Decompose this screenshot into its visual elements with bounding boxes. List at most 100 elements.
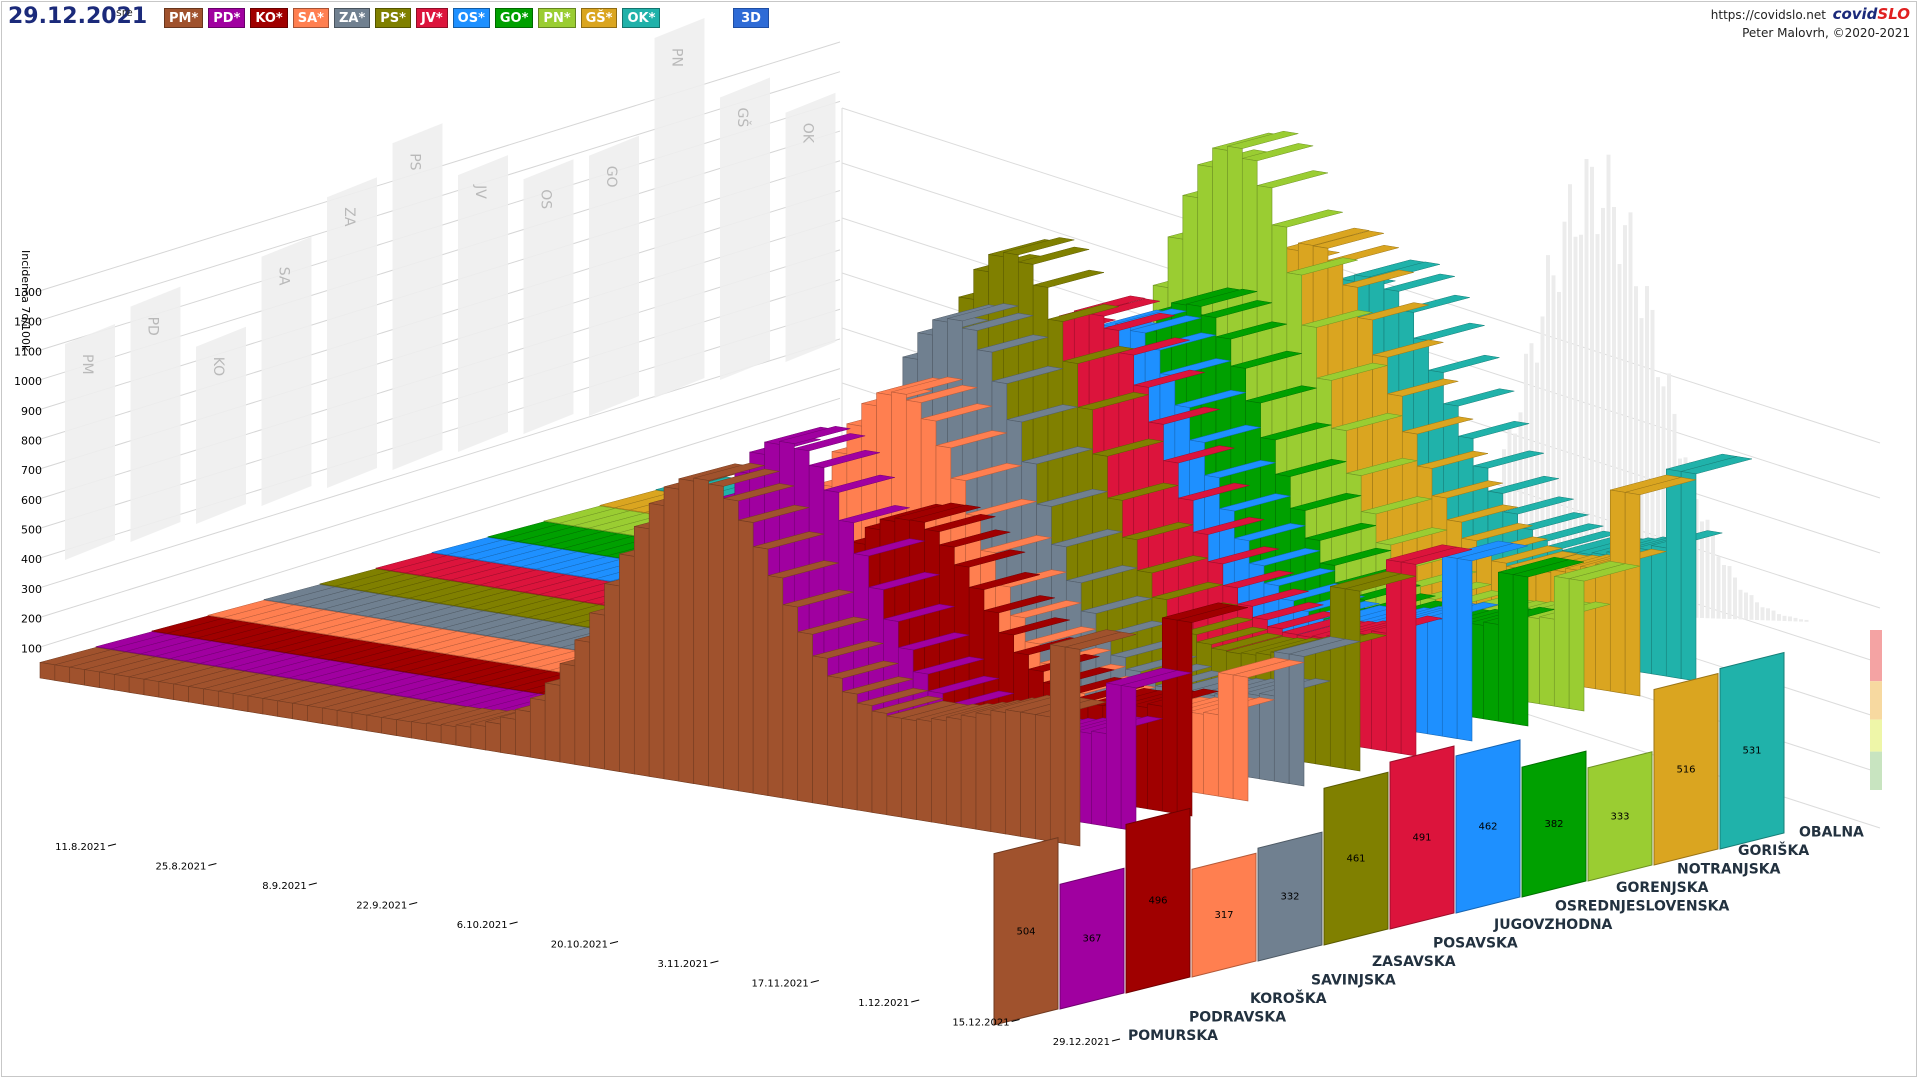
side-histogram-bar xyxy=(1634,286,1638,616)
y-tick-label-300: 300 xyxy=(21,583,42,596)
region-label-JV: JUGOVZHODNA xyxy=(1493,917,1613,933)
date-tick-label-1: 25.8.2021 xyxy=(155,862,206,873)
bar-front-SA xyxy=(1232,674,1249,802)
date-tick-mark xyxy=(609,941,619,944)
bar-front-ZA xyxy=(1259,693,1275,782)
bar-front-PM xyxy=(1005,709,1021,837)
bar-front-PM xyxy=(737,519,754,794)
y-axis-title: Incidenca 7d/100k xyxy=(19,250,32,352)
back-wall-label-PD: PD xyxy=(145,317,161,336)
legend-jv-button[interactable]: JV* xyxy=(415,8,448,28)
back-wall-bar-OS xyxy=(523,159,574,434)
bar-front-PM xyxy=(574,639,591,768)
bar-front-PM xyxy=(188,686,204,705)
bar-top-PN xyxy=(1271,209,1343,228)
bar-front-PM xyxy=(1049,644,1066,844)
bar-front-GŠ xyxy=(1609,489,1626,694)
bar-front-PD xyxy=(1105,682,1122,829)
legend-go-button[interactable]: GO* xyxy=(494,8,534,28)
back-wall-label-SA: SA xyxy=(276,267,292,286)
latest-value-KO: 496 xyxy=(1148,896,1167,907)
bar-front-PM xyxy=(262,698,279,717)
side-histogram-bar xyxy=(1738,589,1743,620)
legend-za-button[interactable]: ZA* xyxy=(333,8,371,28)
legend-ok-button[interactable]: OK* xyxy=(622,8,661,28)
reference-band xyxy=(1870,719,1882,752)
bar-front-SA xyxy=(1217,672,1234,799)
bar-front-PM xyxy=(871,710,888,816)
side-histogram-bar xyxy=(1628,212,1633,616)
reference-band xyxy=(1870,751,1882,790)
bar-front-JV xyxy=(1371,630,1387,752)
latest-bar-ZA xyxy=(1257,831,1323,962)
legend-os-button[interactable]: OS* xyxy=(452,8,490,28)
bar-front-PM xyxy=(54,664,71,684)
legend-pd-button[interactable]: PD* xyxy=(208,8,246,28)
side-histogram-bar xyxy=(1777,614,1781,621)
legend-pn-button[interactable]: PN* xyxy=(538,8,576,28)
back-wall-bar-OK xyxy=(785,92,836,363)
toggle-3d-button[interactable]: 3D xyxy=(733,8,769,28)
bar-front-PD xyxy=(1091,730,1107,827)
legend-pm-button[interactable]: PM* xyxy=(164,8,204,28)
bar-front-OS xyxy=(1456,558,1473,742)
date-tick-mark xyxy=(1011,1019,1020,1022)
bar-front-PM xyxy=(544,682,561,763)
side-histogram-bar xyxy=(1705,519,1710,619)
date-tick-label-10: 29.12.2021 xyxy=(1053,1037,1110,1048)
logo-slo: SLO xyxy=(1877,5,1910,23)
date-tick-label-3: 22.9.2021 xyxy=(356,901,407,912)
back-wall-bar-PM xyxy=(65,324,115,560)
logo-covid: covid xyxy=(1832,5,1878,23)
latest-value-PD: 367 xyxy=(1082,934,1101,945)
bar-front-OS xyxy=(1441,555,1458,739)
bar-front-PM xyxy=(633,526,650,777)
legend-gs-button[interactable]: GŠ* xyxy=(580,8,618,28)
bar-front-PM xyxy=(307,705,323,724)
side-histogram-bar xyxy=(1612,207,1616,615)
bar-front-PM xyxy=(708,483,724,789)
bar-front-PM xyxy=(782,604,799,801)
region-label-KO: KOROŠKA xyxy=(1250,989,1327,1007)
date-tick-mark xyxy=(409,902,418,905)
y-tick-label-800: 800 xyxy=(21,434,42,447)
y-tick-label-1000: 1000 xyxy=(14,375,42,388)
side-histogram-bar xyxy=(1760,607,1765,621)
bar-front-PM xyxy=(960,714,977,830)
side-histogram-bar xyxy=(1771,610,1776,621)
site-url[interactable]: https://covidslo.net xyxy=(1710,8,1826,22)
bar-top-OK xyxy=(1428,354,1500,373)
bar-front-SA xyxy=(1203,712,1219,797)
back-wall-bar-ZA xyxy=(327,177,377,488)
bar-front-PS xyxy=(1344,588,1361,772)
date-tick-mark xyxy=(308,882,317,886)
side-histogram-bar xyxy=(1744,592,1748,620)
bar-front-PM xyxy=(84,669,100,688)
bar-front-PS xyxy=(1315,647,1331,767)
y-tick-label-1200: 1200 xyxy=(14,316,42,329)
side-histogram-bar xyxy=(1656,377,1660,617)
y-tick-label-200: 200 xyxy=(21,613,42,626)
legend-ps-button[interactable]: PS* xyxy=(375,8,411,28)
bar-front-PM xyxy=(113,674,130,693)
latest-value-GO: 382 xyxy=(1544,819,1563,830)
bar-front-PM xyxy=(232,693,249,712)
legend-sa-button[interactable]: SA* xyxy=(292,8,329,28)
legend-ko-button[interactable]: KO* xyxy=(250,8,288,28)
side-histogram-bar xyxy=(1551,275,1556,613)
region-label-GŠ: GORIŠKA xyxy=(1738,841,1809,859)
bar-front-GO xyxy=(1512,574,1529,727)
bar-front-PM xyxy=(336,710,353,729)
side-histogram-bar xyxy=(1639,318,1644,616)
region-label-PM: POMURSKA xyxy=(1128,1028,1218,1044)
covidslo-logo[interactable]: covidSLO xyxy=(1833,5,1910,23)
bar-front-PM xyxy=(440,724,457,746)
latest-bar-PS xyxy=(1323,771,1389,946)
latest-bar-OK xyxy=(1719,651,1785,850)
date-tick-label-0: 11.8.2021 xyxy=(55,842,106,853)
bar-front-PN xyxy=(1568,578,1585,712)
bar-top-PN xyxy=(1257,170,1329,189)
latest-bar-JV xyxy=(1389,745,1455,930)
